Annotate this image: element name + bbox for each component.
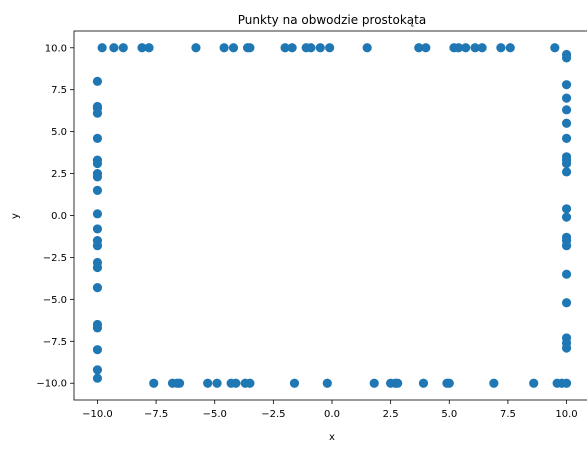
data-point: [92, 185, 103, 195]
data-point: [92, 76, 103, 86]
y-axis-label: y: [10, 213, 21, 219]
data-point: [322, 378, 332, 388]
data-point: [393, 378, 403, 388]
data-point: [470, 43, 480, 53]
data-point: [280, 43, 290, 53]
data-point: [137, 43, 147, 53]
data-point: [561, 53, 572, 63]
data-point: [561, 133, 572, 143]
y-tick-label: 5.0: [51, 127, 67, 138]
x-tick-label: −5.0: [203, 409, 227, 420]
data-point: [496, 43, 506, 53]
y-axis-ticks: −10.0 −7.5 −5.0 −2.5 0.0 2.5 5.0 7.5 10.0: [36, 43, 74, 390]
data-point: [174, 378, 185, 388]
y-tick-label: −7.5: [43, 337, 67, 348]
data-point: [444, 378, 454, 388]
data-point: [561, 93, 572, 103]
data-point: [109, 43, 119, 53]
data-point: [454, 43, 464, 53]
data-point: [550, 43, 560, 53]
data-point: [92, 323, 103, 333]
x-tick-label: −7.5: [144, 409, 168, 420]
data-point: [325, 43, 335, 53]
data-point: [306, 43, 316, 53]
data-point: [561, 343, 572, 353]
data-point: [92, 172, 103, 182]
x-axis-ticks: −10.0 −7.5 −5.0 −2.5 0.0 2.5 5.0 7.5 10.0: [82, 400, 578, 420]
data-point: [97, 43, 107, 53]
data-point: [92, 108, 103, 118]
data-point: [561, 105, 572, 115]
y-tick-label: −2.5: [43, 253, 67, 264]
data-point: [418, 378, 429, 388]
data-point: [561, 241, 572, 251]
data-point: [92, 345, 103, 355]
data-point: [287, 43, 297, 53]
data-point: [92, 158, 103, 169]
data-point: [561, 80, 572, 90]
data-point: [92, 283, 103, 293]
data-point: [203, 378, 213, 388]
y-tick-label: −5.0: [43, 295, 67, 306]
data-point: [561, 378, 572, 388]
data-point: [92, 373, 103, 383]
data-point: [228, 43, 239, 53]
data-point: [219, 43, 229, 53]
data-point: [561, 212, 572, 222]
data-point: [231, 378, 241, 388]
data-point: [461, 43, 471, 53]
data-point: [92, 241, 103, 251]
data-point: [561, 204, 572, 214]
x-tick-label: −2.5: [261, 409, 285, 420]
data-point: [414, 43, 424, 53]
data-point: [289, 378, 300, 388]
data-point: [529, 378, 539, 388]
data-point: [92, 365, 103, 375]
y-tick-label: −10.0: [36, 379, 67, 390]
data-point: [561, 158, 572, 169]
x-tick-label: 7.5: [500, 409, 516, 420]
data-point: [489, 378, 499, 388]
data-point: [561, 269, 572, 279]
data-point: [315, 43, 325, 53]
x-tick-label: 10.0: [555, 409, 577, 420]
data-point: [212, 378, 222, 388]
data-point: [561, 298, 572, 308]
data-point: [245, 378, 255, 388]
y-tick-label: 10.0: [45, 43, 67, 54]
x-tick-label: 0.0: [324, 409, 340, 420]
data-point: [92, 209, 103, 219]
x-tick-label: −10.0: [82, 409, 113, 420]
x-tick-label: 5.0: [441, 409, 457, 420]
data-point: [421, 43, 431, 53]
points-layer: [92, 43, 572, 388]
y-tick-label: 2.5: [51, 169, 67, 180]
data-point: [362, 43, 372, 53]
data-point: [92, 133, 103, 143]
y-tick-label: 0.0: [51, 211, 67, 222]
data-point: [561, 118, 572, 128]
data-point: [561, 167, 572, 177]
x-axis-label: x: [329, 432, 335, 443]
data-point: [369, 378, 379, 388]
y-tick-label: 7.5: [51, 85, 67, 96]
data-point: [144, 43, 154, 53]
data-point: [149, 378, 159, 388]
chart-title: Punkty na obwodzie prostokąta: [238, 13, 426, 27]
data-point: [92, 224, 103, 234]
x-tick-label: 2.5: [383, 409, 399, 420]
data-point: [191, 43, 201, 53]
data-point: [505, 43, 515, 53]
data-point: [92, 262, 103, 273]
data-point: [245, 43, 255, 53]
data-point: [118, 43, 128, 53]
data-point: [477, 43, 487, 53]
